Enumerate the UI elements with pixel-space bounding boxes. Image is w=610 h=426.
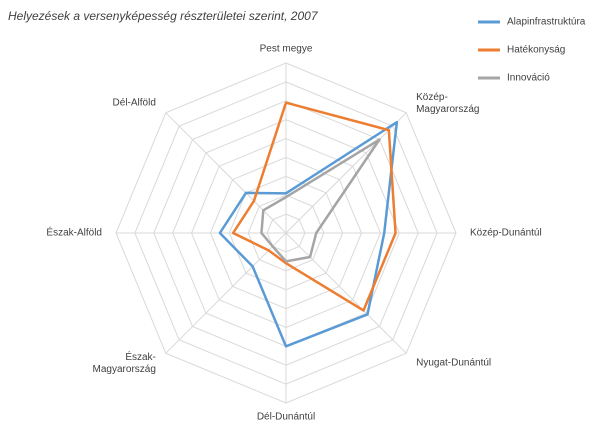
category-label: Dél-Dunántúl	[257, 412, 315, 423]
category-label: Észak-Alföld	[46, 226, 102, 239]
spoke	[165, 232, 287, 354]
legend-label: Hatékonyság	[507, 45, 565, 56]
series-line	[260, 138, 381, 263]
legend-label: Alapinfrastruktúra	[507, 17, 586, 28]
series-line	[218, 120, 399, 348]
spoke	[285, 232, 407, 354]
category-label: Észak-Magyarország	[93, 350, 156, 375]
category-label: Közép-Dunántúl	[470, 228, 542, 239]
category-label: Pest megye	[260, 44, 313, 55]
chart-title: Helyezések a versenyképesség részterület…	[8, 9, 319, 23]
legend-label: Innováció	[507, 73, 550, 84]
category-label: Közép-Magyarország	[416, 92, 479, 115]
category-label: Nyugat-Dunántúl	[416, 358, 491, 369]
category-label: Dél-Alföld	[113, 98, 156, 109]
spoke	[285, 112, 407, 234]
series-line	[231, 101, 397, 312]
spoke	[165, 112, 287, 234]
